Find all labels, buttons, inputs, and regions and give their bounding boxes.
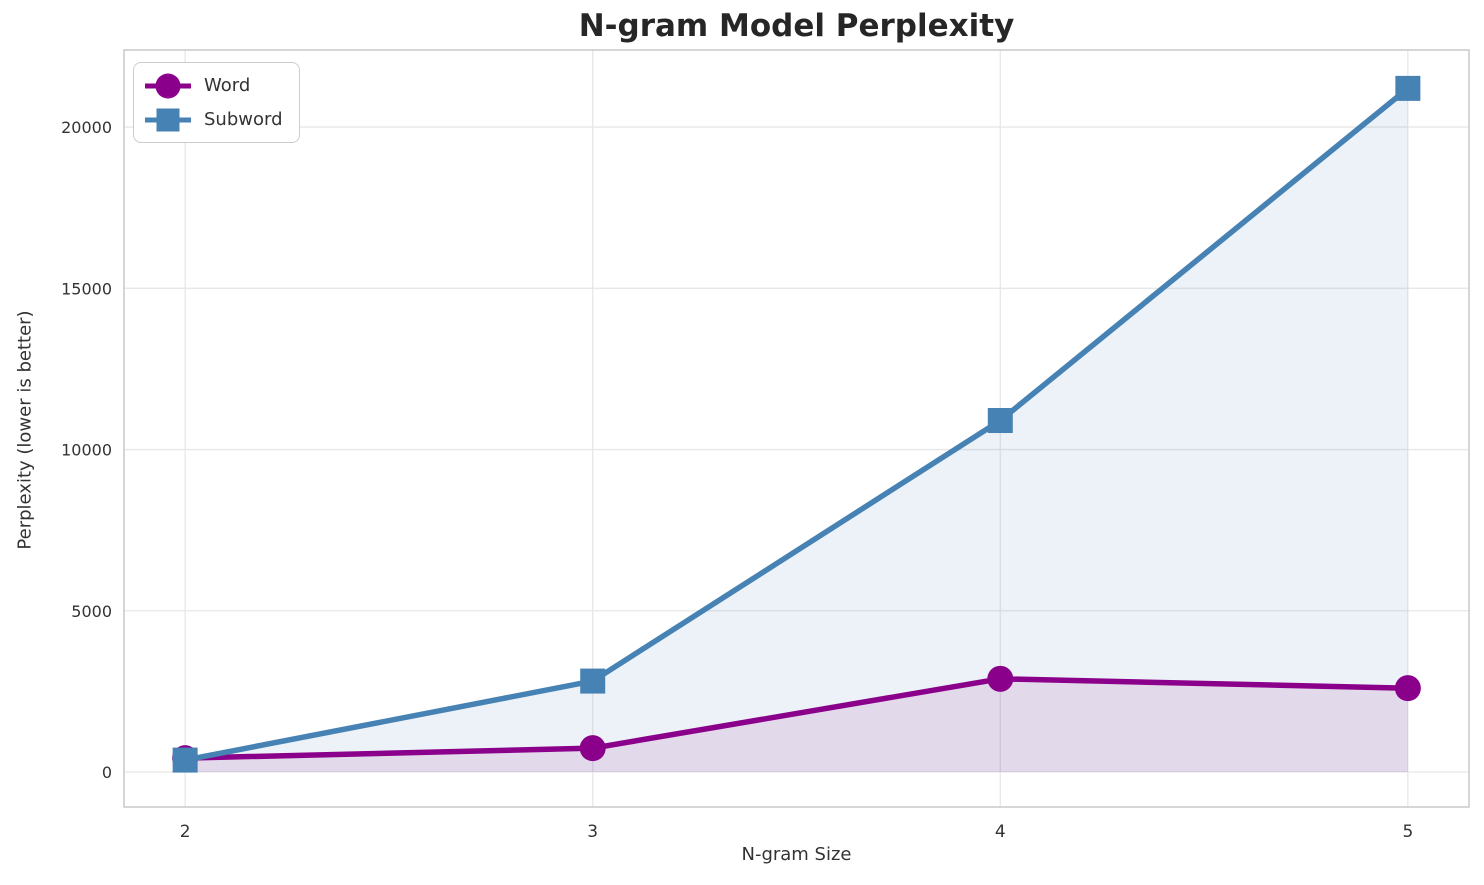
marker-word [987,665,1014,692]
y-tick-label: 15000 [61,279,112,298]
marker-subword [1395,75,1421,101]
area-fill-subword [185,88,1408,773]
y-tick-label: 0 [102,763,112,782]
x-tick-label: 5 [1402,822,1413,842]
legend-shape-subword [156,108,180,131]
legend-label-subword: Subword [204,109,283,130]
legend: Word Subword [133,62,300,143]
x-tick-label: 2 [180,822,191,842]
y-tick-label: 20000 [61,118,112,137]
y-axis-label: Perplexity (lower is better) [14,310,36,550]
legend-shape-word [155,73,181,98]
x-tick-label: 3 [587,822,598,842]
y-tick-label: 5000 [71,602,112,621]
marker-subword [987,408,1013,434]
marker-subword [580,668,606,694]
circle-marker-icon [145,72,191,99]
chart-title: N-gram Model Perplexity [578,8,1015,44]
legend-item-word: Word [145,72,283,99]
plot-border [123,49,1470,808]
x-axis-label: N-gram Size [741,844,852,865]
x-tick-label: 4 [995,822,1006,842]
marker-word [579,735,606,762]
legend-label-word: Word [204,75,251,96]
marker-subword [172,747,198,773]
legend-item-subword: Subword [145,106,283,133]
y-tick-label: 10000 [61,441,112,460]
marker-word [1394,675,1421,702]
line-word [182,676,1411,761]
square-marker-icon [145,106,191,133]
line-subword [182,85,1411,763]
area-fill-word [185,678,1408,773]
